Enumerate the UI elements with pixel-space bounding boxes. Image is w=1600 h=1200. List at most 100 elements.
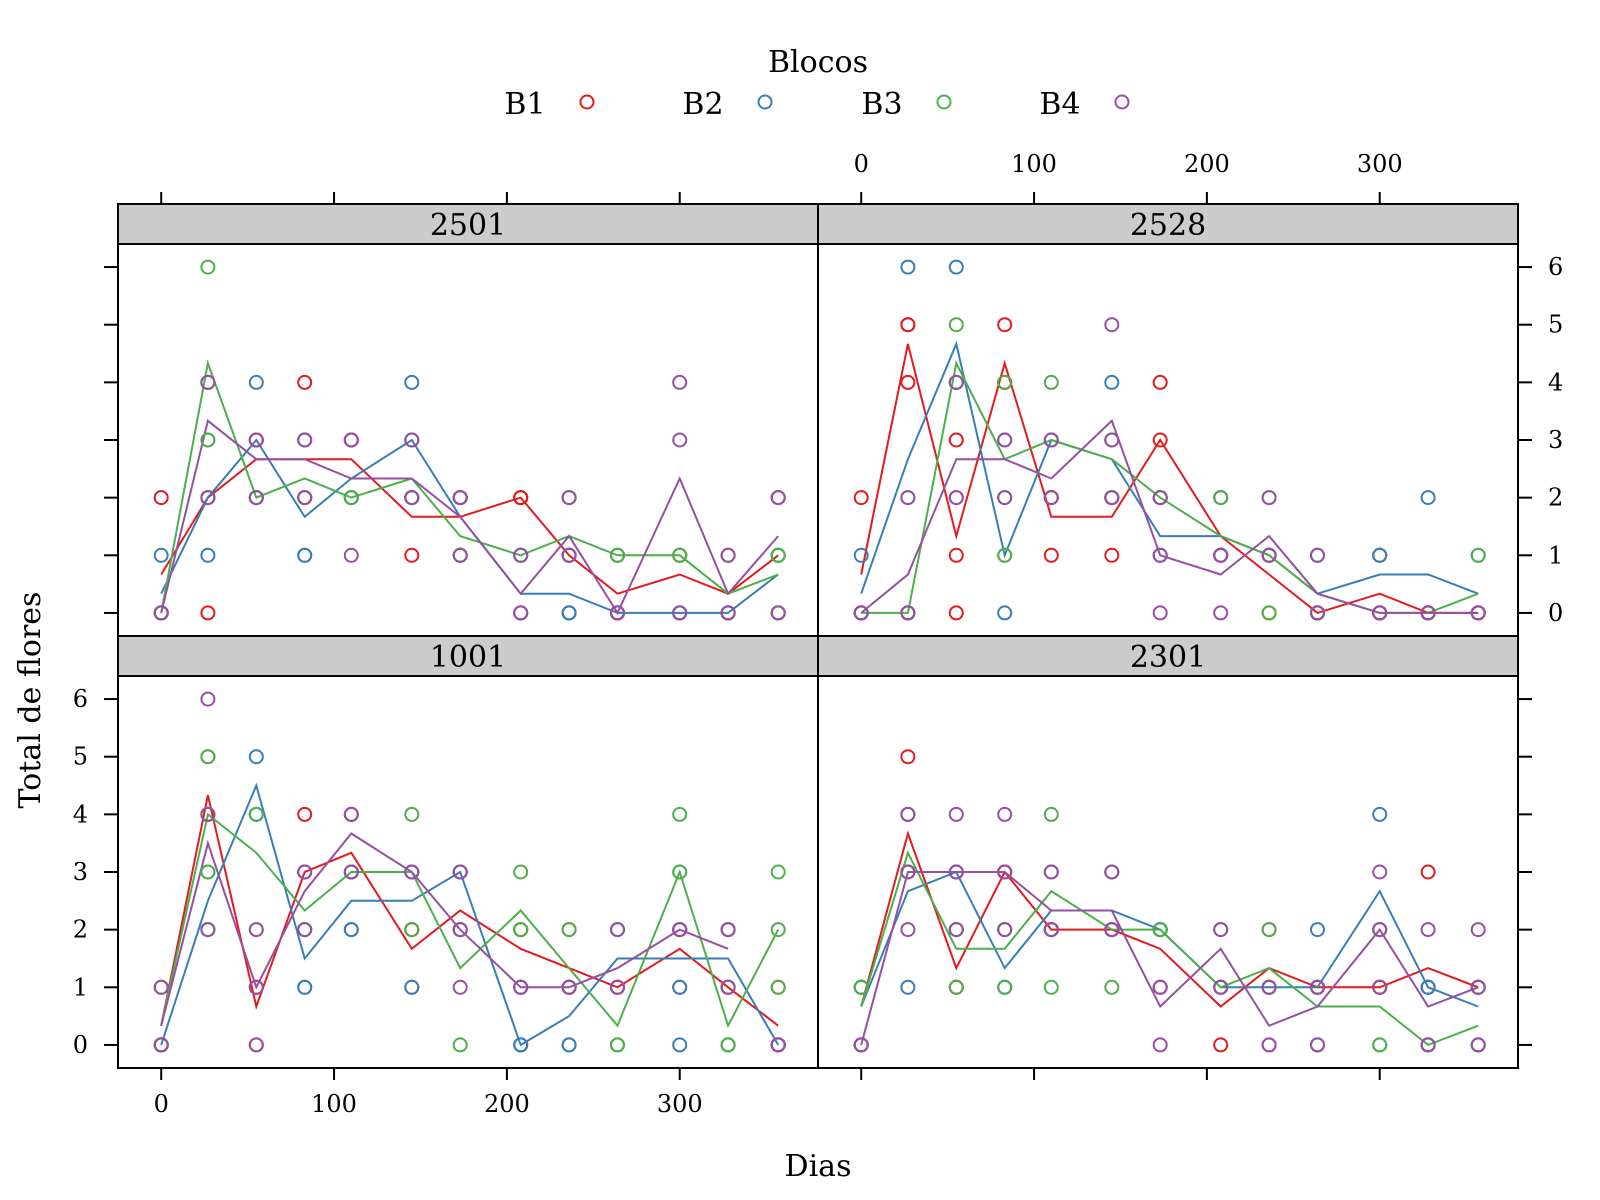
x-tick-label: 100 [311, 1090, 357, 1118]
data-point-b3 [610, 1037, 625, 1053]
data-point-b4 [1420, 1037, 1436, 1053]
data-point-b4 [297, 864, 313, 880]
data-point-b4 [900, 605, 916, 621]
data-point-b2 [1420, 979, 1436, 995]
x-tick-label: 200 [484, 1090, 530, 1118]
panel-frame [117, 243, 819, 637]
data-point-b3 [770, 922, 786, 938]
legend: B1 B2 B3 B4 [504, 87, 1130, 122]
data-point-b4 [610, 979, 625, 995]
data-point-b4 [297, 490, 313, 506]
data-point-b3 [1261, 922, 1277, 938]
data-point-b4 [248, 922, 264, 938]
x-tick-label: 300 [657, 1090, 703, 1118]
data-point-b2 [1420, 490, 1436, 506]
x-tick-label: 200 [1184, 150, 1230, 178]
data-point-b1 [1043, 547, 1059, 563]
series-line-b4 [860, 419, 1479, 614]
data-point-b3 [561, 922, 577, 938]
data-point-b4 [610, 605, 625, 621]
y-tick-label: 1 [73, 973, 88, 1001]
series-line-b4 [160, 419, 779, 615]
data-point-b2 [997, 605, 1013, 621]
data-point-b3 [513, 922, 529, 938]
data-point-b2 [853, 547, 869, 563]
data-point-b3 [452, 1037, 468, 1053]
axes: 0 100 200 300 0 100 200 300 0 1 2 3 4 5 6 0 1 2 3 4 5 6 [73, 150, 1564, 1118]
data-point-b3 [1043, 806, 1059, 822]
legend-title: Blocos [768, 45, 868, 80]
panel-strip [117, 635, 819, 677]
data-point-b3 [1213, 490, 1229, 506]
data-point-b4 [200, 691, 216, 707]
panel-title: 2301 [1130, 640, 1206, 675]
x-tick-label: 100 [1011, 150, 1057, 178]
data-point-b3 [513, 864, 529, 880]
data-point-b4 [1213, 922, 1229, 938]
data-point-b2 [948, 259, 964, 275]
data-point-b4 [1470, 1037, 1486, 1053]
data-point-b4 [343, 547, 359, 563]
legend-label-b3: B3 [861, 87, 902, 122]
data-point-b4 [1152, 979, 1168, 995]
data-point-b4 [513, 605, 529, 621]
data-point-b1 [153, 490, 169, 506]
data-point-b2 [200, 547, 216, 563]
data-point-b2 [900, 979, 916, 995]
legend-marker-b2 [757, 94, 773, 110]
data-point-b4 [1261, 547, 1277, 563]
data-point-b4 [997, 490, 1013, 506]
data-point-b4 [200, 806, 216, 822]
data-point-b4 [1261, 490, 1277, 506]
data-point-b4 [343, 432, 359, 448]
data-point-b4 [997, 922, 1013, 938]
data-point-b4 [1372, 864, 1388, 880]
series-line-b1 [160, 794, 779, 1027]
panel-title: 1001 [430, 640, 506, 675]
data-point-b3 [200, 749, 216, 765]
data-point-b4 [1310, 547, 1325, 563]
data-point-b1 [997, 317, 1013, 333]
data-point-b2 [513, 1037, 529, 1053]
data-point-b4 [1372, 922, 1388, 938]
y-tick-label: 5 [73, 743, 88, 771]
data-point-b2 [672, 1037, 688, 1053]
panel-frame [117, 675, 819, 1069]
data-point-b1 [1213, 1037, 1229, 1053]
data-point-b4 [452, 864, 468, 880]
data-point-b2 [561, 1037, 577, 1053]
data-point-b4 [900, 864, 916, 880]
series-line-b1 [860, 830, 1479, 1008]
data-point-b4 [561, 547, 577, 563]
data-point-b3 [343, 490, 359, 506]
y-tick-label: 2 [73, 916, 88, 944]
data-point-b4 [452, 547, 468, 563]
data-point-b3 [1152, 922, 1168, 938]
data-point-b3 [610, 547, 625, 563]
data-point-b1 [948, 432, 964, 448]
data-point-b4 [200, 374, 216, 390]
series-line-b4 [160, 832, 729, 1026]
panel-2301: 2301 [817, 635, 1519, 1069]
data-point-b4 [672, 432, 688, 448]
data-point-b4 [853, 605, 869, 621]
data-point-b4 [200, 490, 216, 506]
data-point-b3 [672, 547, 688, 563]
data-point-b4 [610, 922, 625, 938]
data-point-b3 [770, 864, 786, 880]
data-point-b4 [900, 922, 916, 938]
data-point-b4 [452, 490, 468, 506]
data-point-b4 [948, 490, 964, 506]
data-point-b4 [153, 1037, 169, 1053]
series-line-b3 [160, 359, 779, 614]
data-point-b4 [1372, 605, 1388, 621]
data-point-b4 [1104, 490, 1120, 506]
series-line-b2 [160, 782, 780, 1047]
data-point-b4 [1310, 979, 1325, 995]
data-point-b3 [200, 259, 216, 275]
data-point-b4 [720, 922, 736, 938]
legend-label-b2: B2 [682, 87, 723, 122]
data-point-b4 [672, 374, 688, 390]
data-point-b2 [672, 979, 688, 995]
